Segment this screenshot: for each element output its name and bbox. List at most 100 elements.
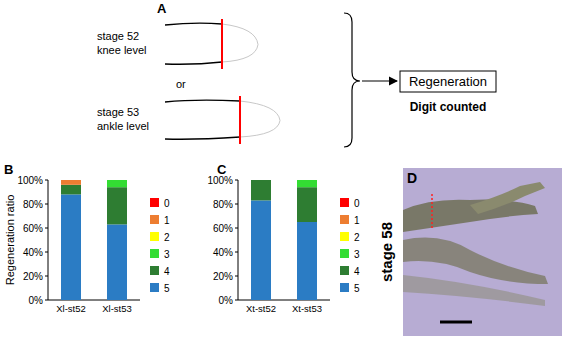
legend-label: 4 [164, 266, 170, 277]
legend-swatch [340, 249, 349, 258]
result-title: Regeneration [409, 74, 487, 89]
bar-segment [251, 180, 271, 181]
result-subtitle: Digit counted [410, 100, 487, 114]
legend-label: 2 [354, 232, 360, 243]
photo-tail [403, 275, 545, 306]
y-tick [235, 204, 238, 205]
chart: C0%20%40%60%80%100%Xt-st52Xt-st53012345 [207, 162, 360, 314]
level-text: ankle level [97, 120, 149, 132]
x-tick-label: Xl-st53 [102, 303, 132, 314]
panel-label: D [407, 170, 417, 186]
y-tick [45, 252, 48, 253]
arrow [362, 80, 397, 81]
y-tick [235, 300, 238, 301]
legend-swatch [150, 249, 159, 258]
y-tick [45, 300, 48, 301]
legend-label: 1 [164, 215, 170, 226]
y-tick [45, 228, 48, 229]
limb-outline [165, 137, 240, 139]
y-axis-title: Regeneration ratio [4, 195, 16, 286]
legend-label: 5 [164, 283, 170, 294]
y-tick-label: 40% [213, 247, 233, 258]
x-tick-label: Xl-st52 [56, 303, 86, 314]
bar-segment [297, 180, 317, 181]
bar-segment [107, 224, 127, 300]
legend-swatch [340, 232, 349, 241]
bar-segment [251, 180, 271, 200]
bar-segment [251, 180, 271, 181]
legend-label: 1 [354, 215, 360, 226]
y-tick-label: 0% [29, 295, 44, 306]
x-tick-label: Xt-st52 [246, 303, 276, 314]
bar-segment [61, 185, 81, 195]
bar-segment [107, 180, 127, 181]
panel-label: A [157, 1, 167, 16]
y-tick-label: 20% [23, 271, 43, 282]
limb-outline [165, 62, 222, 64]
y-tick-label: 100% [17, 175, 43, 186]
bar-segment [251, 200, 271, 300]
bar-segment [61, 180, 81, 181]
bar-segment [107, 180, 127, 181]
bar-segment [251, 180, 271, 181]
x-tick-label: Xt-st53 [292, 303, 322, 314]
result-box [400, 71, 496, 92]
chart: B Regeneration ratio 0% 20% 40% 60% 80% 100% Xl-… [4, 162, 170, 314]
bar-segment [297, 180, 317, 187]
y-tick-label: 20% [213, 271, 233, 282]
panel-a: Astage 52 knee level stage 53 ankle level or… [97, 1, 496, 147]
y-tick [235, 252, 238, 253]
bar-segment [297, 180, 317, 181]
panel-d: Dstage 58 [378, 168, 562, 336]
figure: Astage 52 knee level stage 53 ankle level or… [0, 0, 565, 352]
legend-swatch [150, 215, 159, 224]
limb-missing-part [240, 101, 280, 137]
photo-limb [403, 200, 538, 232]
limb-missing-part [222, 24, 258, 62]
bars [251, 180, 317, 300]
photo-limb [403, 238, 548, 284]
stage-text: stage 53 [97, 106, 139, 118]
bar-segment [297, 180, 317, 181]
limb-outline [165, 100, 240, 102]
legend-label: 0 [354, 198, 360, 209]
bar-segment [107, 180, 127, 187]
bar-segment [297, 187, 317, 222]
y-tick-label: 40% [23, 247, 43, 258]
legend-swatch [150, 266, 159, 275]
y-tick-label: 60% [213, 223, 233, 234]
y-tick [45, 204, 48, 205]
y-axis [48, 180, 49, 300]
legend-swatch [150, 283, 159, 292]
bar-segment [61, 194, 81, 300]
legend-label: 0 [164, 198, 170, 209]
y-axis [238, 180, 239, 300]
legend-label: 5 [354, 283, 360, 294]
panel-label: B [4, 162, 13, 177]
amputation-line [239, 96, 241, 144]
y-tick [45, 276, 48, 277]
bracket [344, 13, 360, 147]
level-text: knee level [97, 44, 147, 56]
bars [61, 180, 127, 300]
legend-label: 2 [164, 232, 170, 243]
y-tick [235, 180, 238, 181]
legend-label: 4 [354, 266, 360, 277]
bar-segment [107, 187, 127, 224]
bar-segment [297, 222, 317, 300]
bar-segment [107, 180, 127, 181]
amputation-line [431, 194, 433, 228]
photo-background [403, 168, 562, 336]
bar-segment [61, 180, 81, 185]
y-tick-label: 0% [219, 295, 234, 306]
y-tick [235, 228, 238, 229]
stage-text: stage 52 [97, 30, 139, 42]
y-tick-label: 60% [23, 223, 43, 234]
y-tick-label: 100% [207, 175, 233, 186]
scale-bar [440, 321, 472, 324]
bar-segment [251, 180, 271, 181]
legend-swatch [340, 198, 349, 207]
connector-text: or [176, 78, 186, 90]
y-tick-label: 80% [23, 199, 43, 210]
y-tick-label: 80% [213, 199, 233, 210]
